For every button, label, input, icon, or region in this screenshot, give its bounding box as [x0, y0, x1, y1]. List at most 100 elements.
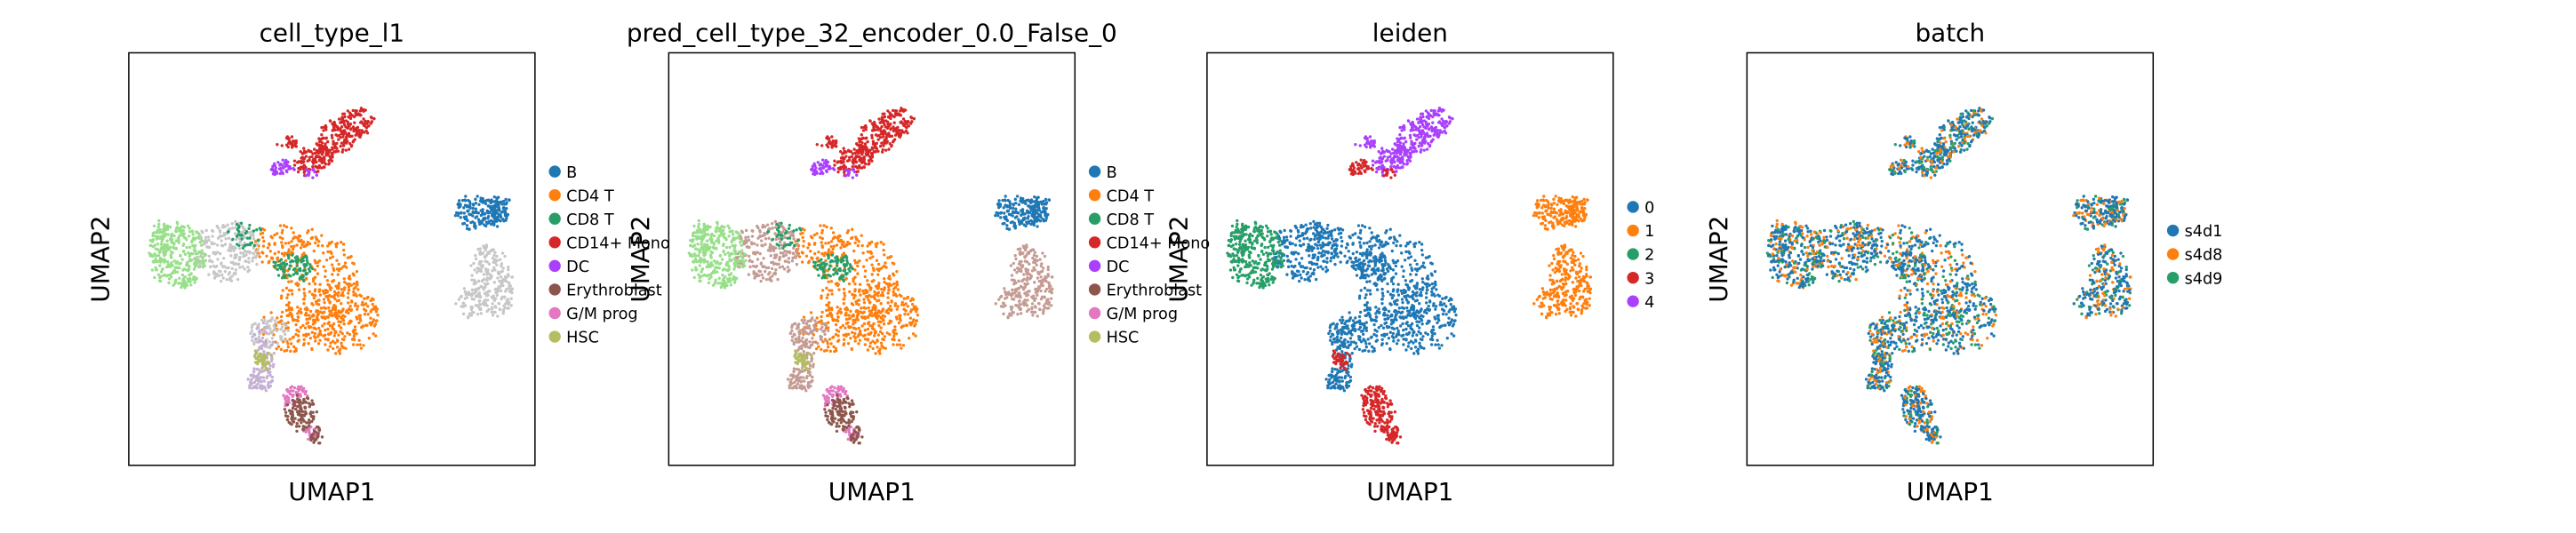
- scatter-point: [860, 306, 863, 310]
- scatter-point: [790, 325, 794, 330]
- scatter-point: [156, 243, 160, 246]
- scatter-point: [155, 267, 159, 272]
- scatter-point: [337, 138, 340, 141]
- scatter-point: [853, 290, 857, 293]
- scatter-point: [885, 282, 889, 286]
- scatter-point: [273, 265, 276, 269]
- scatter-point: [168, 245, 172, 250]
- scatter-point: [354, 108, 357, 113]
- scatter-point: [860, 324, 864, 328]
- scatter-point: [481, 251, 484, 256]
- scatter-point: [258, 352, 261, 356]
- scatter-point: [355, 280, 359, 284]
- scatter-point: [330, 251, 333, 255]
- scatter-point: [845, 259, 849, 262]
- scatter-point: [1031, 296, 1035, 299]
- scatter-point: [169, 253, 172, 257]
- scatter-point: [298, 410, 301, 414]
- scatter-point: [482, 273, 485, 276]
- scatter-point: [774, 237, 778, 242]
- scatter-point: [305, 322, 308, 325]
- scatter-point: [364, 125, 368, 129]
- legend-label: CD8 T: [566, 211, 614, 229]
- scatter-point: [731, 252, 734, 256]
- scatter-point: [729, 272, 733, 275]
- scatter-point: [719, 282, 723, 285]
- scatter-point: [271, 172, 276, 176]
- scatter-point: [292, 231, 295, 235]
- scatter-point: [286, 303, 290, 306]
- scatter-point: [310, 227, 314, 231]
- scatter-point: [313, 439, 316, 443]
- scatter-point: [815, 321, 819, 325]
- scatter-point: [854, 310, 858, 314]
- scatter-point: [852, 322, 855, 326]
- scatter-point: [889, 255, 893, 259]
- scatter-point: [324, 259, 329, 262]
- scatter-point: [311, 152, 315, 155]
- scatter-point: [331, 280, 334, 283]
- scatter-point: [823, 274, 827, 277]
- scatter-point: [848, 316, 852, 321]
- scatter-point: [1013, 254, 1017, 258]
- scatter-point: [835, 255, 839, 259]
- scatter-point: [235, 222, 239, 227]
- scatter-point: [493, 258, 497, 261]
- scatter-point: [1024, 202, 1028, 205]
- scatter-point: [310, 235, 315, 240]
- scatter-point: [853, 294, 857, 298]
- scatter-point: [310, 155, 314, 159]
- scatter-point: [345, 137, 348, 140]
- scatter-point: [1027, 204, 1030, 208]
- scatter-point: [892, 274, 896, 277]
- scatter-point: [328, 242, 332, 246]
- scatter-point: [285, 170, 289, 173]
- scatter-point: [748, 245, 751, 250]
- scatter-point: [717, 241, 721, 244]
- scatter-point: [503, 254, 507, 259]
- scatter-point: [216, 236, 220, 240]
- scatter-point: [271, 329, 275, 333]
- scatter-point: [335, 242, 340, 245]
- scatter-point: [291, 419, 294, 423]
- legend-marker: [548, 236, 561, 249]
- scatter-point: [1025, 243, 1028, 247]
- scatter-point: [336, 273, 340, 276]
- scatter-point: [345, 282, 348, 286]
- scatter-point: [335, 286, 340, 290]
- scatter-point: [893, 328, 897, 332]
- scatter-point: [820, 236, 825, 241]
- scatter-point: [871, 346, 875, 351]
- scatter-point: [269, 356, 274, 361]
- scatter-point: [461, 301, 465, 305]
- scatter-point: [311, 318, 316, 322]
- scatter-point: [802, 315, 806, 319]
- scatter-point: [244, 259, 247, 263]
- scatter-point: [495, 225, 500, 228]
- scatter-point: [716, 270, 719, 274]
- scatter-point: [474, 202, 478, 205]
- scatter-point: [820, 310, 824, 314]
- scatter-point: [470, 311, 475, 314]
- scatter-point: [364, 302, 368, 306]
- scatter-point: [893, 304, 897, 307]
- scatter-point: [223, 243, 228, 246]
- scatter-point: [324, 316, 327, 321]
- legend-label: HSC: [566, 330, 599, 347]
- scatter-point: [815, 143, 819, 147]
- scatter-point: [770, 266, 774, 271]
- scatter-point: [316, 312, 320, 316]
- scatter-point: [333, 305, 338, 308]
- scatter-point: [465, 227, 469, 231]
- scatter-point: [192, 249, 196, 252]
- scatter-point: [499, 258, 502, 261]
- scatter-point: [747, 273, 751, 276]
- scatter-point: [499, 213, 502, 218]
- scatter-point: [491, 269, 494, 273]
- scatter-point: [358, 316, 362, 321]
- scatter-point: [844, 272, 848, 275]
- scatter-point: [233, 232, 237, 235]
- scatter-point: [347, 285, 351, 289]
- scatter-point: [754, 274, 757, 278]
- scatter-point: [504, 275, 508, 280]
